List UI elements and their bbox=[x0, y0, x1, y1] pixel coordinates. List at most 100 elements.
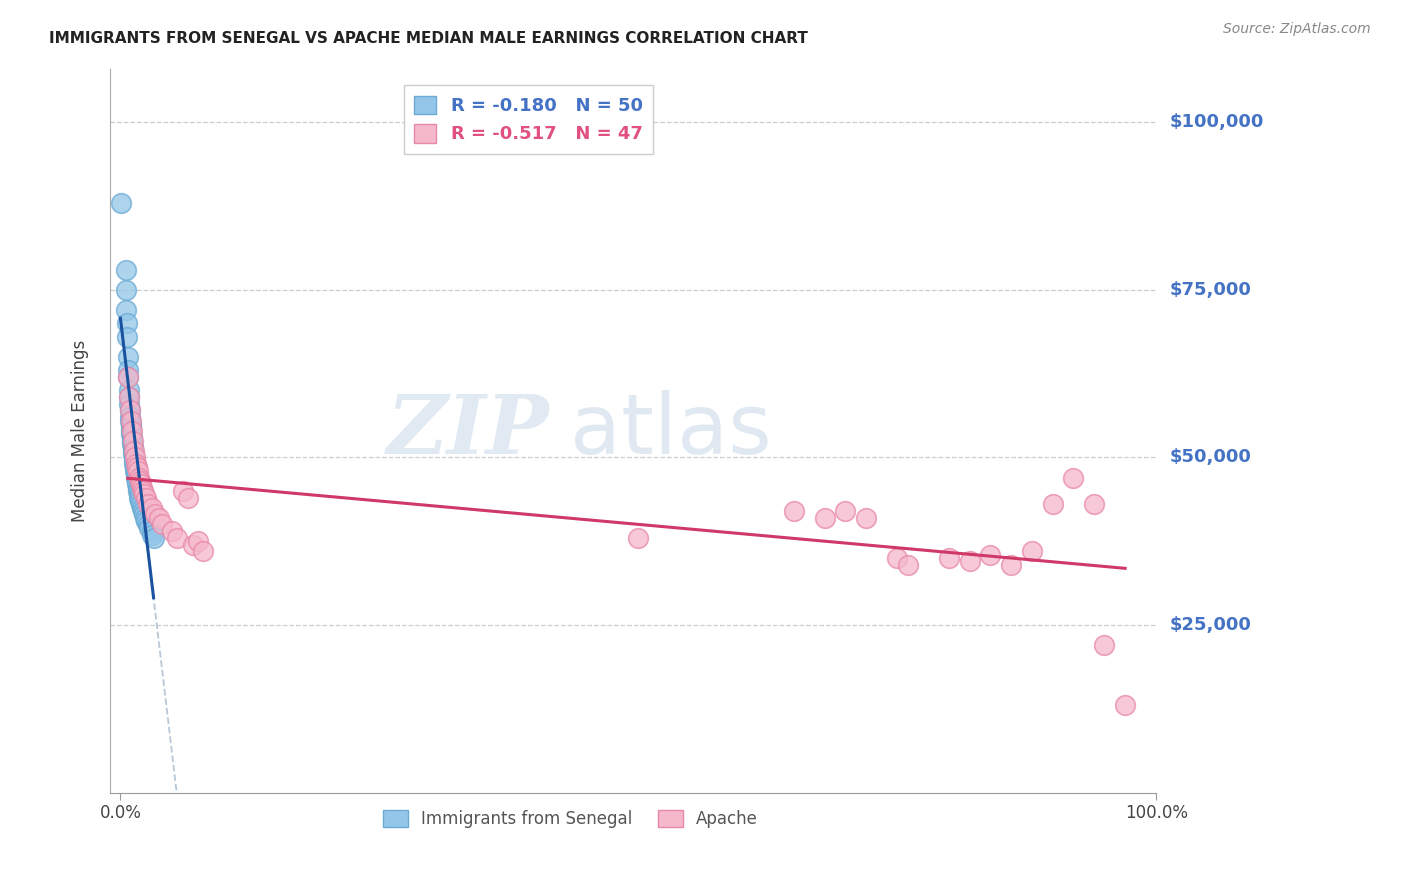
Point bbox=[118, 390, 141, 404]
Point bbox=[129, 497, 152, 511]
Text: IMMIGRANTS FROM SENEGAL VS APACHE MEDIAN MALE EARNINGS CORRELATION CHART: IMMIGRANTS FROM SENEGAL VS APACHE MEDIAN… bbox=[49, 31, 808, 46]
Point bbox=[1021, 544, 1043, 558]
Point bbox=[121, 434, 143, 448]
Point bbox=[129, 494, 152, 508]
Point bbox=[177, 491, 200, 505]
Point bbox=[120, 413, 142, 427]
Point bbox=[124, 460, 146, 475]
Point bbox=[124, 464, 146, 478]
Point bbox=[125, 460, 148, 475]
Text: $50,000: $50,000 bbox=[1170, 449, 1251, 467]
Text: Source: ZipAtlas.com: Source: ZipAtlas.com bbox=[1223, 22, 1371, 37]
Point bbox=[855, 510, 877, 524]
Text: $100,000: $100,000 bbox=[1170, 113, 1264, 131]
Point bbox=[1092, 638, 1115, 652]
Point bbox=[141, 527, 163, 541]
Point bbox=[125, 470, 148, 484]
Point bbox=[114, 262, 136, 277]
Point bbox=[160, 524, 183, 538]
Point bbox=[127, 481, 149, 495]
Point bbox=[118, 397, 141, 411]
Point bbox=[125, 474, 148, 488]
Point bbox=[166, 531, 188, 545]
Point bbox=[782, 504, 804, 518]
Point bbox=[117, 350, 139, 364]
Point bbox=[121, 447, 143, 461]
Point bbox=[135, 491, 157, 505]
Point bbox=[135, 514, 157, 528]
Point bbox=[134, 510, 156, 524]
Point bbox=[131, 500, 153, 515]
Point bbox=[125, 467, 148, 482]
Point bbox=[115, 316, 138, 330]
Point bbox=[814, 510, 837, 524]
Point bbox=[122, 454, 145, 468]
Point bbox=[138, 497, 160, 511]
Point bbox=[979, 548, 1001, 562]
Point bbox=[110, 195, 132, 210]
Point bbox=[118, 390, 141, 404]
Point bbox=[134, 487, 156, 501]
Point bbox=[127, 483, 149, 498]
Point bbox=[834, 504, 856, 518]
Point bbox=[120, 426, 142, 441]
Point bbox=[938, 551, 960, 566]
Point bbox=[118, 384, 141, 398]
Point bbox=[118, 413, 141, 427]
Text: atlas: atlas bbox=[571, 390, 772, 471]
Text: $75,000: $75,000 bbox=[1170, 281, 1251, 299]
Y-axis label: Median Male Earnings: Median Male Earnings bbox=[72, 340, 89, 522]
Point bbox=[122, 443, 145, 458]
Point bbox=[114, 302, 136, 317]
Point bbox=[128, 491, 150, 505]
Text: $25,000: $25,000 bbox=[1170, 616, 1251, 634]
Point bbox=[117, 370, 139, 384]
Text: ZIP: ZIP bbox=[387, 391, 550, 471]
Point bbox=[121, 443, 143, 458]
Point bbox=[142, 531, 165, 545]
Point bbox=[121, 424, 143, 438]
Point bbox=[138, 517, 160, 532]
Point bbox=[120, 420, 142, 434]
Point bbox=[127, 464, 149, 478]
Point bbox=[121, 430, 143, 444]
Point bbox=[122, 450, 145, 465]
Point bbox=[959, 554, 981, 568]
Point bbox=[124, 450, 146, 465]
Point bbox=[132, 504, 155, 518]
Point bbox=[1042, 497, 1064, 511]
Point bbox=[148, 510, 170, 524]
Point bbox=[172, 483, 194, 498]
Point bbox=[125, 477, 148, 491]
Point bbox=[1000, 558, 1022, 572]
Point bbox=[118, 403, 141, 417]
Point bbox=[143, 508, 166, 522]
Point bbox=[187, 534, 209, 549]
Point bbox=[117, 363, 139, 377]
Point bbox=[131, 481, 153, 495]
Point bbox=[897, 558, 920, 572]
Point bbox=[121, 441, 143, 455]
Point bbox=[118, 410, 141, 425]
Point bbox=[1062, 470, 1084, 484]
Point bbox=[121, 437, 143, 451]
Point bbox=[129, 474, 152, 488]
Point bbox=[134, 508, 156, 522]
Point bbox=[115, 329, 138, 343]
Point bbox=[117, 370, 139, 384]
Point bbox=[118, 403, 141, 417]
Point bbox=[141, 524, 163, 538]
Point bbox=[193, 544, 215, 558]
Point bbox=[125, 457, 148, 471]
Point bbox=[141, 500, 163, 515]
Point bbox=[132, 483, 155, 498]
Point bbox=[627, 531, 650, 545]
Point bbox=[128, 470, 150, 484]
Point bbox=[114, 283, 136, 297]
Point bbox=[1083, 497, 1105, 511]
Legend: Immigrants from Senegal, Apache: Immigrants from Senegal, Apache bbox=[377, 804, 765, 835]
Point bbox=[128, 487, 150, 501]
Point bbox=[1114, 698, 1136, 713]
Point bbox=[150, 517, 173, 532]
Point bbox=[138, 521, 160, 535]
